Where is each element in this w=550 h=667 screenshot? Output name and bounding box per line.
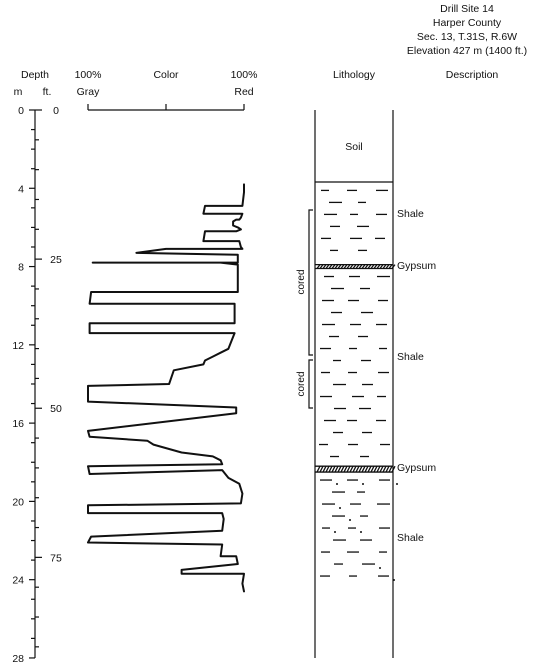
descriptions: Shale Gypsum Shale Gypsum Shale (397, 208, 436, 544)
depth-label-m-0: 0 (18, 105, 24, 117)
description-shale-1: Shale (397, 208, 424, 220)
cored-bracket-1 (308, 209, 313, 356)
color-scale-bar (87, 104, 245, 111)
gray-percent-label: 100% (75, 69, 102, 81)
cored-label-2: cored (296, 371, 307, 396)
color-curve (87, 183, 245, 593)
red-percent-label: 100% (231, 69, 258, 81)
column-headers: Depth m ft. 100% Gray Color 100% Red Lit… (14, 69, 499, 98)
depth-label-ft-50: 50 (50, 403, 62, 415)
depth-label-ft-75: 75 (50, 552, 62, 564)
description-gypsum-1: Gypsum (397, 260, 436, 272)
site-title: Drill Site 14 (440, 3, 494, 15)
description-gypsum-2: Gypsum (397, 462, 436, 474)
lithology-column: Soil (314, 110, 398, 658)
site-location: Sec. 13, T.31S, R.6W (417, 31, 517, 43)
depth-label-m-12: 12 (12, 340, 24, 352)
depth-label-m-20: 20 (12, 496, 24, 508)
depth-label-ft-25: 25 (50, 254, 62, 266)
cored-bracket-2 (308, 359, 313, 409)
cored-label-1: cored (296, 269, 307, 294)
gray-label: Gray (77, 86, 101, 98)
depth-label-m-28: 28 (12, 653, 24, 665)
gypsum-layer (315, 465, 396, 473)
color-header: Color (153, 69, 179, 81)
description-header: Description (446, 69, 499, 81)
feet-header: ft. (43, 86, 52, 98)
soil-label: Soil (345, 141, 363, 153)
site-county: Harper County (433, 17, 502, 29)
meters-header: m (14, 86, 23, 98)
depth-label-m-24: 24 (12, 575, 24, 587)
description-shale-2: Shale (397, 351, 424, 363)
red-label: Red (234, 86, 253, 98)
depth-label-ft-0: 0 (53, 105, 59, 117)
cored-markers: cored cored (296, 209, 313, 409)
lithology-header: Lithology (333, 69, 376, 81)
shale-layer (320, 479, 398, 582)
site-header: Drill Site 14 Harper County Sec. 13, T.3… (407, 3, 527, 57)
shale-layer (321, 189, 388, 252)
depth-axis: 0 4 8 12 16 20 24 28 0 25 50 75 (12, 105, 62, 665)
depth-label-m-16: 16 (12, 418, 24, 430)
description-shale-3: Shale (397, 532, 424, 544)
depth-header: Depth (21, 69, 49, 81)
gypsum-layer (315, 263, 396, 270)
depth-label-m-8: 8 (18, 262, 24, 274)
site-elevation: Elevation 427 m (1400 ft.) (407, 45, 527, 57)
shale-layer (319, 275, 390, 458)
depth-label-m-4: 4 (18, 183, 24, 195)
